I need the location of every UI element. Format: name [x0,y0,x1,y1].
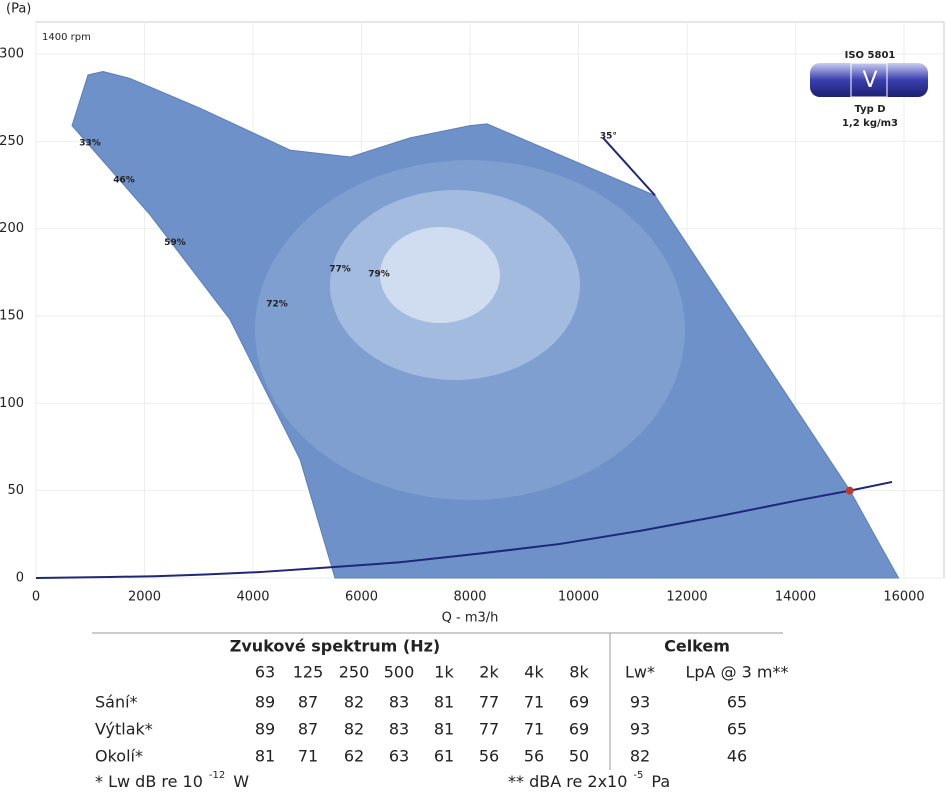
annotation: 77% [329,264,351,274]
cell: 82 [344,693,364,712]
y-tick-label: 0 [16,571,24,586]
column-header: 250 [339,663,370,682]
annotation: 35° [600,132,617,142]
curve [602,137,656,197]
annotation: 59% [164,238,186,248]
cell: 81 [434,693,454,712]
x-tick-label: 4000 [236,590,269,605]
footnote: ** dBA re 2x10 -5 Pa [508,770,670,791]
cell: 82 [630,747,650,766]
cell: 81 [434,720,454,739]
x-tick-label: 8000 [453,590,486,605]
cell: 81 [255,747,275,766]
annotation: 79% [368,270,390,280]
cell: 87 [298,693,318,712]
x-tick-label: 0 [32,590,40,605]
cell: 71 [298,747,318,766]
y-tick-label: 50 [7,483,24,498]
annotation: 33% [79,139,101,149]
cell: 77 [479,693,499,712]
column-header: 1k [434,663,454,682]
annotation: 72% [266,299,288,309]
y-tick-label: 150 [0,309,24,324]
column-header: 500 [384,663,415,682]
badge-standard: ISO 5801 [845,50,896,61]
badge-symbol: V [862,68,877,93]
row-label: Výtlak* [95,720,153,739]
column-header: 125 [293,663,324,682]
cell: 63 [389,747,409,766]
row-label: Okolí* [95,747,143,766]
cell: 82 [344,720,364,739]
cell: 69 [569,693,589,712]
efficiency-zones [255,160,685,500]
cell: 71 [524,693,544,712]
column-header: 4k [524,663,544,682]
cell: 65 [727,720,747,739]
annotation: 46% [113,175,135,185]
x-tick-label: 16000 [883,590,924,605]
badge-type: Typ D [854,104,885,115]
cell: 93 [630,693,650,712]
cell: 46 [727,747,747,766]
column-header: LpA @ 3 m** [685,663,788,682]
column-header: Lw* [625,663,655,682]
operating-point [845,486,854,495]
x-tick-label: 2000 [128,590,161,605]
cell: 56 [479,747,499,766]
curve [35,480,893,579]
column-header: 2k [479,663,499,682]
cell: 69 [569,720,589,739]
cell: 61 [434,747,454,766]
group-header: Zvukové spektrum (Hz) [230,637,440,656]
badge: ISO 5801 V Typ D 1,2 kg/m3 [810,50,928,129]
y-tick-label: 250 [0,134,24,149]
badge-pipe [810,63,928,97]
cell: 83 [389,693,409,712]
table: Zvukové spektrum (Hz) Celkem * Lw dB re … [92,632,789,791]
badge-box [850,62,888,98]
y-tick-label: 300 [0,47,24,62]
x-tick-label: 6000 [345,590,378,605]
x-tick-label: 10000 [558,590,599,605]
cell: 65 [727,693,747,712]
badge-density: 1,2 kg/m3 [842,118,898,129]
cell: 62 [344,747,364,766]
x-tick-label: 12000 [666,590,707,605]
row-label: Sání* [95,693,138,712]
y-tick-label: 200 [0,221,24,236]
column-header: 63 [255,663,275,682]
cell: 71 [524,720,544,739]
speed-label: 1400 rpm [42,32,91,43]
cell: 50 [569,747,589,766]
group-header: Celkem [664,637,730,656]
cell: 93 [630,720,650,739]
cell: 89 [255,693,275,712]
y-tick-label: 100 [0,396,24,411]
x-axis-label: Q - m3/h [442,611,499,626]
y-axis-label: (Pa) [6,2,31,17]
cell: 77 [479,720,499,739]
cell: 87 [298,720,318,739]
column-header: 8k [569,663,589,682]
cell: 56 [524,747,544,766]
x-tick-label: 14000 [775,590,816,605]
footnote: * Lw dB re 10 -12 W [95,770,249,791]
cell: 89 [255,720,275,739]
cell: 83 [389,720,409,739]
